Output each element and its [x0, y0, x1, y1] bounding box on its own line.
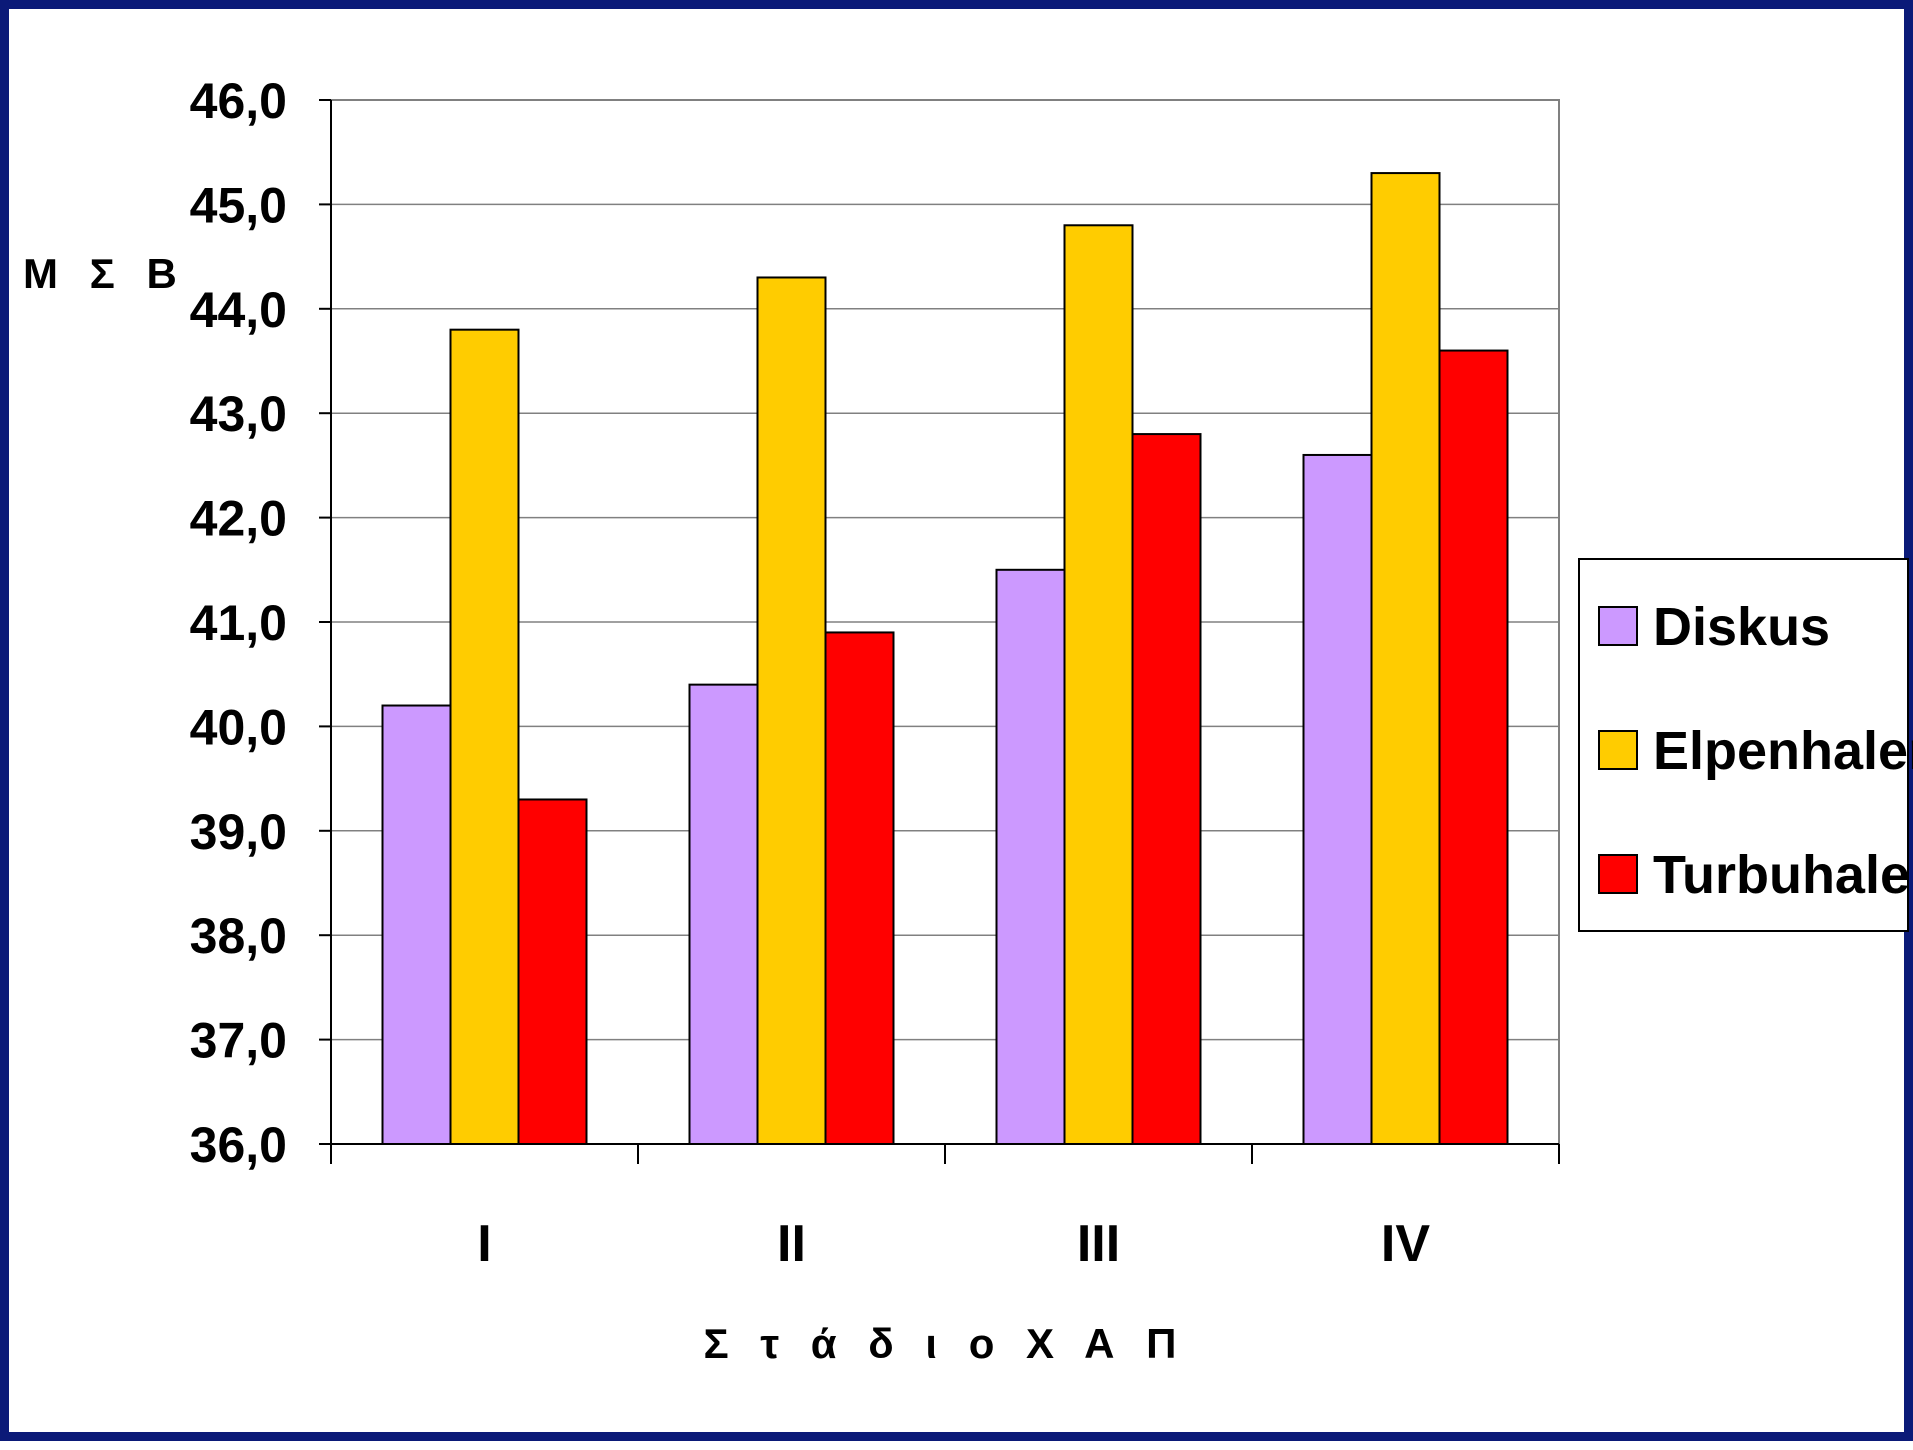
x-category-label: III: [1077, 1215, 1120, 1273]
y-tick-label: 38,0: [190, 908, 287, 964]
bar-diskus-ii: [688, 683, 759, 1145]
legend-label: Diskus: [1653, 597, 1830, 657]
bar-elpenhaler-iv: [1370, 172, 1441, 1145]
legend: Diskus Elpenhaler Turbuhaler: [1578, 558, 1913, 932]
y-tick-label: 37,0: [190, 1013, 287, 1069]
y-axis-title: Μ Σ Β: [23, 250, 187, 297]
y-tick-label: 36,0: [190, 1117, 287, 1173]
bar-elpenhaler-i: [449, 328, 520, 1145]
x-category-label: II: [777, 1215, 806, 1273]
y-tick-label: 46,0: [190, 73, 287, 129]
bar-diskus-i: [381, 704, 452, 1146]
x-category-label: IV: [1381, 1215, 1430, 1273]
y-tick-label: 43,0: [190, 386, 287, 442]
legend-label: Turbuhaler: [1653, 845, 1913, 905]
bar-elpenhaler-ii: [756, 276, 827, 1146]
bar-chart: 36,0 37,0 38,0 39,0 40,0 41,0 42,0 43,0 44,0 45,0…: [23, 73, 1913, 1367]
x-category-label: I: [477, 1215, 491, 1273]
bar-diskus-iii: [995, 568, 1066, 1145]
bar-turbuhaler-ii: [824, 631, 895, 1145]
legend-swatch: [1598, 606, 1638, 646]
legend-label: Elpenhaler: [1653, 721, 1913, 781]
bar-turbuhaler-iii: [1131, 433, 1202, 1145]
axes: [319, 99, 1560, 1164]
x-category-labels: I II III IV: [477, 1215, 1430, 1273]
y-tick-label: 44,0: [190, 282, 287, 338]
bar-elpenhaler-iii: [1063, 224, 1134, 1145]
bar-diskus-iv: [1302, 453, 1373, 1145]
legend-swatch: [1598, 854, 1638, 894]
bars: [381, 172, 1509, 1146]
bar-turbuhaler-i: [517, 798, 588, 1145]
bar-turbuhaler-iv: [1438, 349, 1509, 1145]
y-tick-label: 45,0: [190, 177, 287, 233]
y-tick-label: 39,0: [190, 804, 287, 860]
x-axis-title: Σ τ ά δ ι ο Χ Α Π: [703, 1320, 1186, 1367]
y-tick-labels: 36,0 37,0 38,0 39,0 40,0 41,0 42,0 43,0 44,0 45,0…: [190, 73, 287, 1173]
y-tick-label: 41,0: [190, 595, 287, 651]
legend-swatch: [1598, 730, 1638, 770]
y-tick-label: 40,0: [190, 699, 287, 755]
y-tick-label: 42,0: [190, 491, 287, 547]
